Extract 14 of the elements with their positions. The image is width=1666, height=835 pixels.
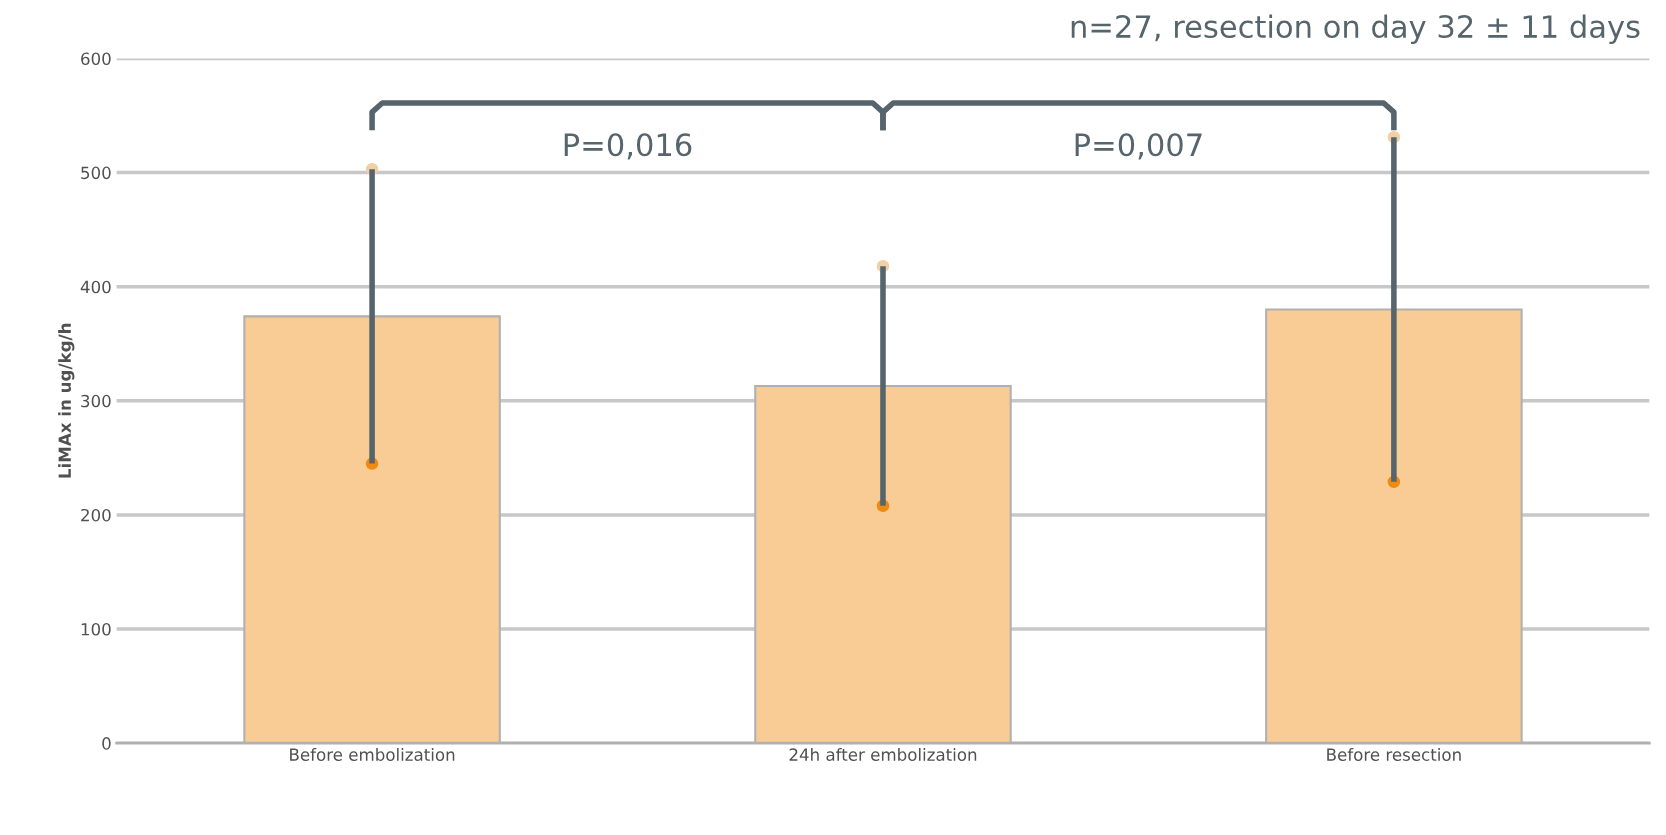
y-tick-label: 100 [81, 623, 111, 636]
text: n=27, resection on day 32 ± 11 days [1071, 14, 1640, 45]
x-tick-label: 24h after embolization [789, 748, 977, 761]
y-tick-label: 200 [81, 508, 111, 522]
annotation: P=0,016 [564, 133, 692, 160]
y-tick-label: 0 [102, 737, 111, 750]
y-tick-label: 500 [81, 166, 111, 180]
y-tick-label: 300 [81, 394, 111, 408]
y-tick-label: 600 [81, 52, 111, 66]
y-tick-label: 400 [80, 280, 111, 294]
annotation: P=0,007 [1075, 133, 1202, 160]
x-tick-label: Before resection [1327, 748, 1461, 761]
y-axis-title: LiMAx in ug/kg/h [58, 323, 75, 478]
x-tick-label: Before embolization [290, 748, 455, 761]
